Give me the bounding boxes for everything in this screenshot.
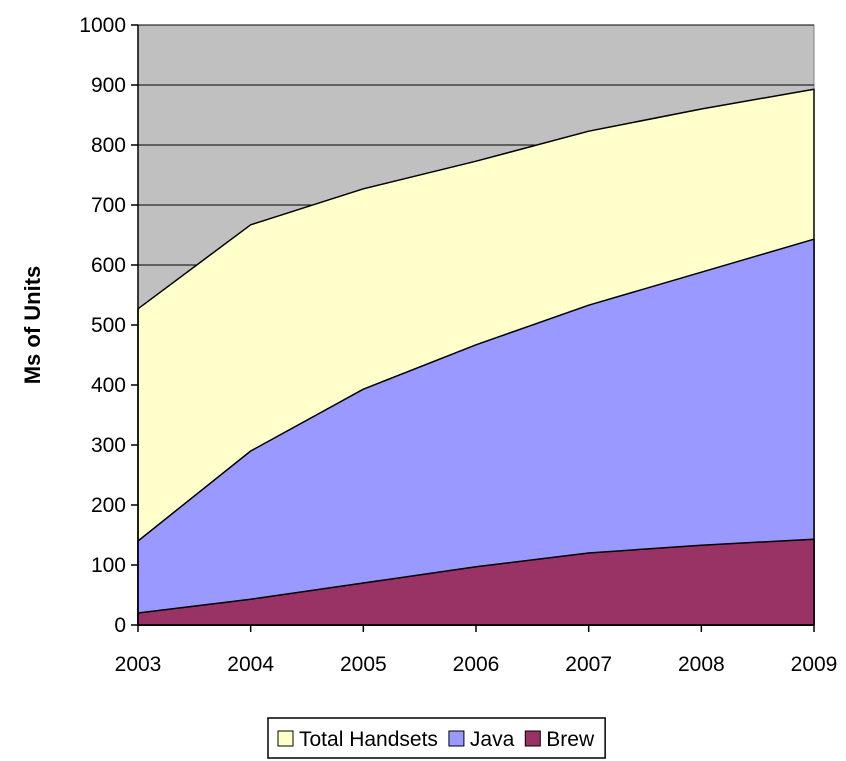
x-tick-label: 2003 (115, 653, 162, 676)
legend-swatch-java (448, 730, 465, 747)
y-tick-label: 400 (91, 374, 126, 397)
area-brew (137, 538, 815, 626)
x-tick-label: 2006 (453, 653, 500, 676)
area-java (137, 238, 815, 626)
y-tick-label: 0 (114, 614, 126, 637)
x-axis: 2003 2004 2005 2006 2007 2008 2009 (115, 624, 838, 676)
legend-label: Java (470, 728, 515, 751)
y-tick-label: 1000 (79, 14, 126, 37)
y-tick-label: 300 (91, 434, 126, 457)
y-axis-label: Ms of Units (20, 266, 45, 385)
legend-swatch-total-handsets (277, 730, 294, 747)
y-tick-label: 200 (91, 494, 126, 517)
legend-swatch-brew (524, 730, 541, 747)
x-tick-label: 2004 (227, 653, 274, 676)
x-tick-label: 2007 (565, 653, 612, 676)
x-tick-label: 2009 (791, 653, 838, 676)
legend-label: Brew (546, 728, 595, 751)
legend-box (267, 717, 606, 759)
legend: Total Handsets Java Brew (267, 717, 606, 759)
y-tick-label: 100 (91, 554, 126, 577)
legend-label: Total Handsets (299, 728, 438, 751)
y-tick-label: 600 (91, 254, 126, 277)
x-tick-label: 2008 (678, 653, 725, 676)
y-tick-label: 900 (91, 74, 126, 97)
y-tick-label: 500 (91, 314, 126, 337)
x-tick-label: 2005 (340, 653, 387, 676)
y-axis: 0 100 200 300 400 500 600 700 800 900 1000 (79, 14, 139, 637)
y-tick-label: 800 (91, 134, 126, 157)
y-tick-label: 700 (91, 194, 126, 217)
series-areas (137, 88, 815, 626)
